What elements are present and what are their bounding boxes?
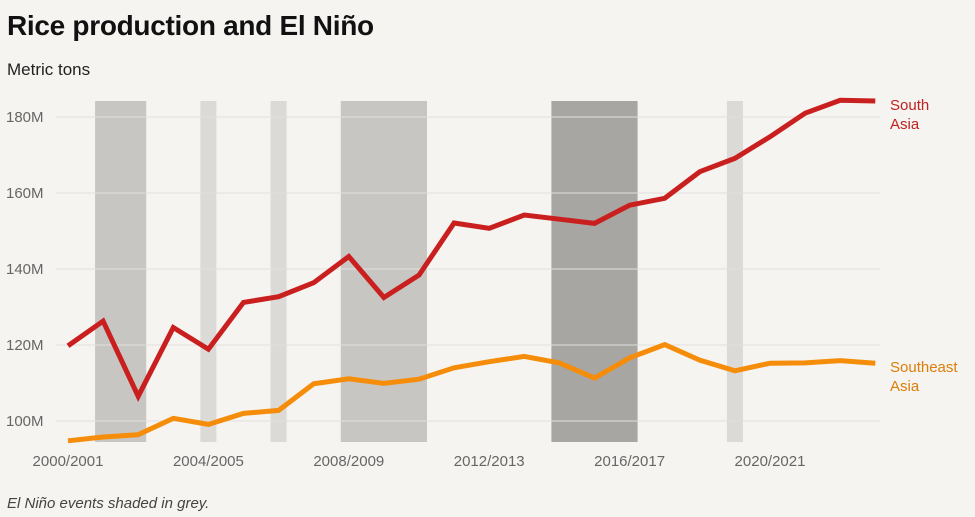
chart-subtitle: Metric tons xyxy=(7,60,91,79)
y-tick-label: 120M xyxy=(6,337,44,354)
x-axis-ticks: 2000/2001 2004/2005 2008/2009 2012/2013 2016… xyxy=(33,453,806,470)
footnote: El Niño events shaded in grey. xyxy=(7,495,210,512)
y-tick-label: 160M xyxy=(6,185,44,202)
series-label-southeast-asia: Southeast xyxy=(890,359,958,376)
series-line-southeast-asia xyxy=(67,341,876,444)
x-tick-label: 2008/2009 xyxy=(313,453,384,470)
series-label-south-asia: Asia xyxy=(890,116,920,133)
series-label-south-asia: South xyxy=(890,97,929,114)
series-lines xyxy=(66,97,876,444)
el-nino-band-1 xyxy=(95,101,147,442)
y-tick-label: 140M xyxy=(6,261,44,278)
series-line-south-asia xyxy=(66,97,876,402)
el-nino-band-3 xyxy=(270,101,287,442)
el-nino-band-6 xyxy=(726,101,743,442)
series-label-southeast-asia: Asia xyxy=(890,378,920,395)
x-tick-label: 2012/2013 xyxy=(454,453,525,470)
y-tick-label: 180M xyxy=(6,109,44,126)
el-nino-band-2 xyxy=(200,101,217,442)
series-labels: South Asia Southeast Asia xyxy=(890,97,958,395)
el-nino-band-4 xyxy=(340,101,427,442)
x-tick-label: 2000/2001 xyxy=(33,453,104,470)
gridlines xyxy=(56,116,880,422)
chart-title: Rice production and El Niño xyxy=(7,10,374,41)
el-nino-band-5 xyxy=(551,101,638,442)
y-tick-label: 100M xyxy=(6,413,44,430)
x-tick-label: 2016/2017 xyxy=(594,453,665,470)
x-tick-label: 2020/2021 xyxy=(735,453,806,470)
x-tick-label: 2004/2005 xyxy=(173,453,244,470)
y-axis-ticks: 100M 120M 140M 160M 180M xyxy=(6,109,44,430)
